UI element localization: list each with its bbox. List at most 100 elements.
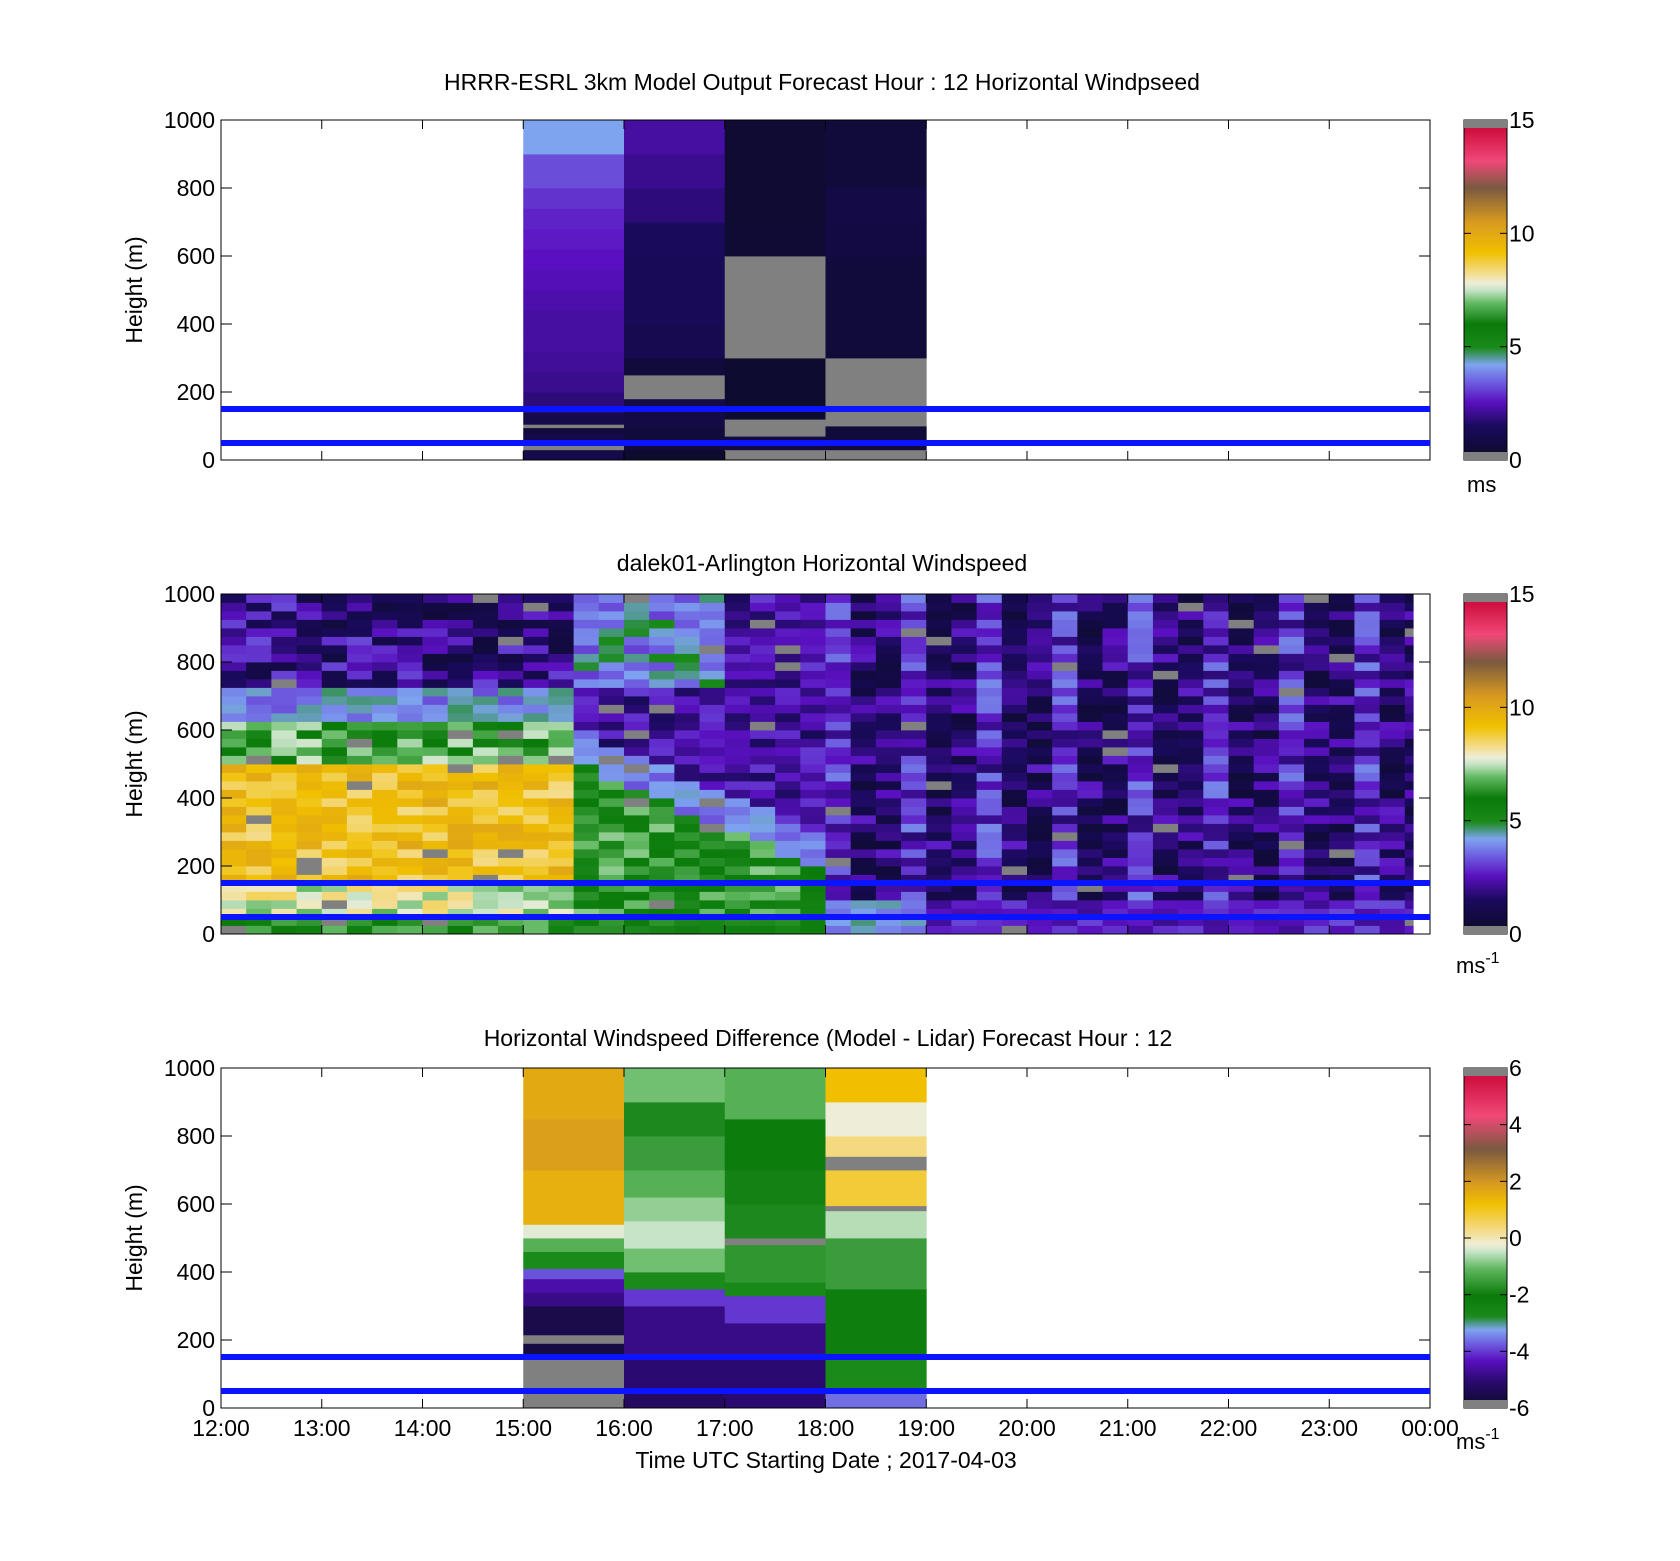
heatmap-cell <box>1001 798 1028 807</box>
heatmap-cell <box>321 849 348 858</box>
heatmap-cell <box>346 687 373 697</box>
heatmap-cell <box>1102 772 1129 782</box>
heatmap-cell <box>1228 789 1255 799</box>
heatmap-cell <box>1127 679 1154 688</box>
heatmap-cell <box>321 619 348 629</box>
heatmap-cell <box>850 636 877 646</box>
heatmap-cell <box>1203 891 1229 901</box>
heatmap-cell <box>271 662 297 671</box>
heatmap-cell <box>624 594 650 603</box>
heatmap-cell <box>246 713 272 722</box>
heatmap-cell <box>422 636 449 646</box>
heatmap-cell <box>498 628 524 637</box>
y-tick-label: 200 <box>177 1327 215 1353</box>
heatmap-cell <box>1152 645 1179 654</box>
heatmap-cell <box>1354 925 1381 935</box>
heatmap-cell <box>1102 619 1129 629</box>
heatmap-cell <box>951 823 978 833</box>
heatmap-cell <box>1404 900 1414 909</box>
heatmap-cell <box>1077 653 1103 663</box>
heatmap-cell <box>1379 772 1406 782</box>
heatmap-cell <box>749 738 776 748</box>
heatmap-cell <box>749 883 776 892</box>
heatmap-cell <box>422 687 449 697</box>
heatmap-cell <box>1203 883 1229 892</box>
heatmap-cell <box>321 874 348 884</box>
heatmap-cell <box>1304 900 1330 909</box>
heatmap-cell <box>850 917 877 926</box>
heatmap-cell <box>800 670 826 680</box>
heatmap-cell <box>1127 696 1154 705</box>
heatmap-cell <box>1001 840 1028 850</box>
heatmap-cell <box>1152 764 1179 773</box>
heatmap-cell <box>372 849 398 858</box>
heatmap-cell <box>1354 772 1381 782</box>
heatmap-cell <box>1152 687 1179 697</box>
heatmap-cell <box>1379 908 1406 918</box>
heatmap-cell <box>875 679 902 688</box>
heatmap-cell <box>1127 619 1154 629</box>
heatmap-cell <box>523 636 549 646</box>
heatmap-cell <box>296 917 323 926</box>
heatmap-cell <box>1052 823 1078 833</box>
heatmap-cell <box>397 670 423 680</box>
heatmap-cell <box>800 925 826 935</box>
heatmap-cell <box>926 645 952 654</box>
heatmap-cell <box>523 687 549 697</box>
heatmap-cell <box>624 426 726 451</box>
heatmap-cell <box>1354 704 1381 714</box>
heatmap-cell <box>1404 806 1414 816</box>
heatmap-cell <box>346 730 373 739</box>
heatmap-cell <box>976 891 1003 901</box>
heatmap-cell <box>699 704 726 714</box>
heatmap-cell <box>1228 840 1255 850</box>
heatmap-cell <box>1253 883 1280 892</box>
heatmap-cell <box>246 747 272 756</box>
heatmap-cell <box>598 840 625 850</box>
heatmap-cell <box>901 900 927 909</box>
heatmap-cell <box>624 891 650 901</box>
heatmap-cell <box>1278 662 1305 671</box>
heatmap-cell <box>422 823 449 833</box>
heatmap-cell <box>699 798 726 807</box>
heatmap-cell <box>825 1205 927 1212</box>
heatmap-cell <box>346 849 373 858</box>
heatmap-cell <box>624 1136 726 1171</box>
heatmap-cell <box>926 755 952 765</box>
heatmap-cell <box>724 636 751 646</box>
heatmap-cell <box>221 891 247 901</box>
heatmap-cell <box>548 738 575 748</box>
heatmap-cell <box>1127 653 1154 663</box>
heatmap-cell <box>850 619 877 629</box>
heatmap-cell <box>624 849 650 858</box>
heatmap-cell <box>1379 679 1406 688</box>
heatmap-cell <box>674 696 700 705</box>
heatmap-cell <box>598 704 625 714</box>
heatmap-cell <box>1278 772 1305 782</box>
heatmap-cell <box>1354 789 1381 799</box>
heatmap-cell <box>346 815 373 824</box>
heatmap-cell <box>649 602 675 612</box>
heatmap-cell <box>523 662 549 671</box>
heatmap-cell <box>523 696 549 705</box>
heatmap-cell <box>1253 781 1280 790</box>
heatmap-cell <box>1052 679 1078 688</box>
heatmap-cell <box>573 670 600 680</box>
heatmap-cell <box>850 738 877 748</box>
heatmap-cell <box>498 806 524 816</box>
heatmap-cell <box>825 815 852 824</box>
heatmap-cell <box>1127 874 1154 884</box>
heatmap-cell <box>498 653 524 663</box>
heatmap-cell <box>221 772 247 782</box>
heatmap-cell <box>901 891 927 901</box>
heatmap-cell <box>573 798 600 807</box>
heatmap-cell <box>523 427 625 434</box>
heatmap-cell <box>221 602 247 612</box>
heatmap-cell <box>472 730 499 739</box>
heatmap-cell <box>1027 687 1053 697</box>
heatmap-cell <box>1178 832 1204 841</box>
heatmap-cell <box>926 687 952 697</box>
heatmap-cell <box>1127 806 1154 816</box>
heatmap-cell <box>271 755 297 765</box>
